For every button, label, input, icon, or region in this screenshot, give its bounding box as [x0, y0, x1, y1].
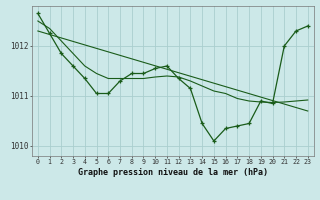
X-axis label: Graphe pression niveau de la mer (hPa): Graphe pression niveau de la mer (hPa) [78, 168, 268, 177]
